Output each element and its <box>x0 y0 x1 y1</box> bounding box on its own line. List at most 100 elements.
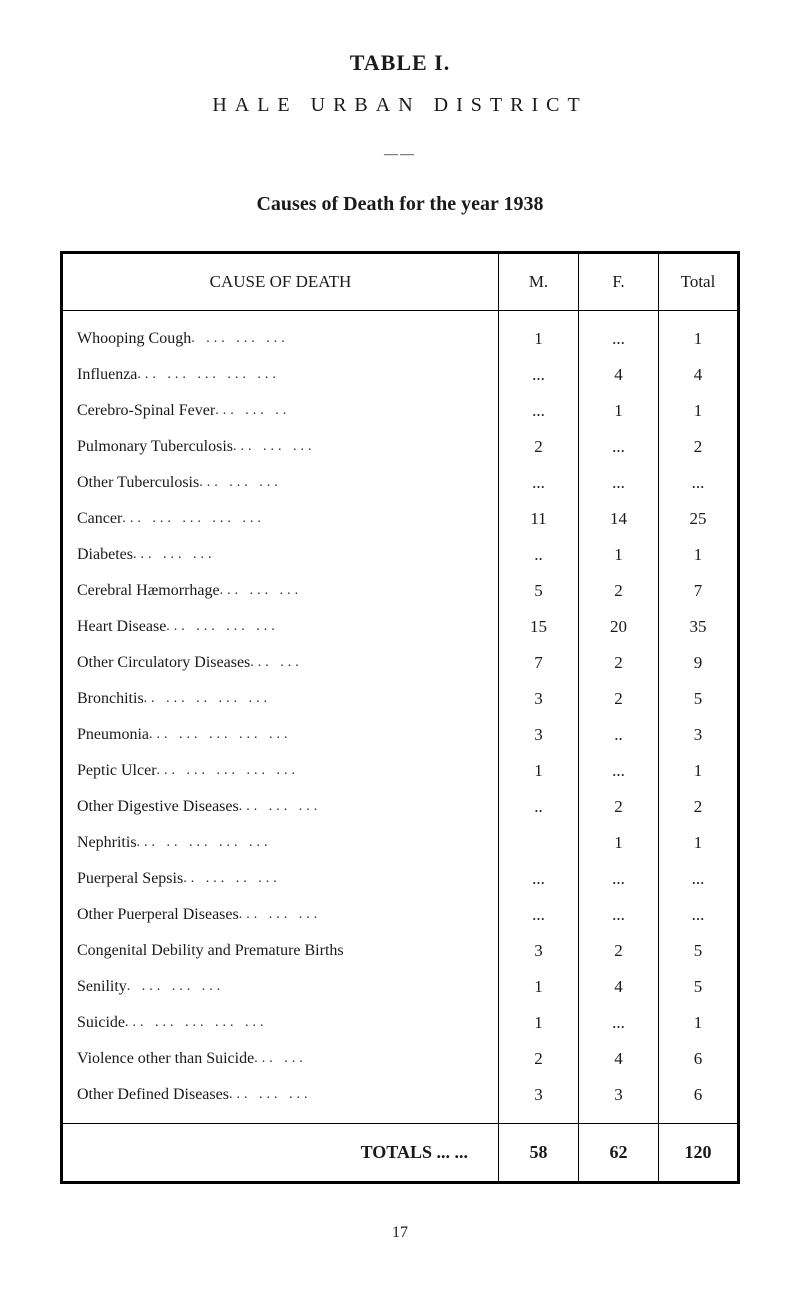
cause-label: Pneumonia <box>77 726 149 744</box>
num-cell-m: 2 <box>499 429 579 465</box>
cause-cell: Heart Disease ... ... ... ... <box>62 609 499 645</box>
dots-fill: ... ... <box>250 655 303 671</box>
num-cell-total: 25 <box>659 501 739 537</box>
table-row: Puerperal Sepsis .. ... .. ............ <box>62 861 739 897</box>
num-cell-m: 3 <box>499 933 579 969</box>
dots-fill: ... ... .. <box>215 403 290 419</box>
num-cell-total: 1 <box>659 753 739 789</box>
dots-fill: ... ... ... <box>199 475 282 491</box>
cause-cell: Cerebro-Spinal Fever ... ... .. <box>62 393 499 429</box>
cause-label: Suicide <box>77 1014 125 1032</box>
dots-fill: ... ... ... <box>220 583 303 599</box>
num-cell-total: 1 <box>659 537 739 573</box>
num-cell-total: 6 <box>659 1041 739 1077</box>
totals-m: 58 <box>499 1124 579 1183</box>
num-cell-f: .. <box>579 717 659 753</box>
num-cell-total: 35 <box>659 609 739 645</box>
num-cell-m: 1 <box>499 311 579 358</box>
table-row: Nephritis ... .. ... ... ... 11 <box>62 825 739 861</box>
dots-fill: . ... ... ... <box>191 331 289 347</box>
cause-label: Puerperal Sepsis <box>77 870 183 888</box>
cause-label: Cerebral Hæmorrhage <box>77 582 220 600</box>
cause-cell: Nephritis ... .. ... ... ... <box>62 825 499 861</box>
num-cell-f: 20 <box>579 609 659 645</box>
table-row: Diabetes ... ... .....11 <box>62 537 739 573</box>
dots-fill: ... ... ... <box>239 907 322 923</box>
num-cell-total: 6 <box>659 1077 739 1124</box>
num-cell-total: 7 <box>659 573 739 609</box>
table-row: Pneumonia ... ... ... ... ...3..3 <box>62 717 739 753</box>
cause-cell: Cancer ... ... ... ... ... <box>62 501 499 537</box>
num-cell-f: 14 <box>579 501 659 537</box>
num-cell-m: 1 <box>499 753 579 789</box>
page-number: 17 <box>60 1224 740 1242</box>
num-cell-m <box>499 825 579 861</box>
num-cell-total: 1 <box>659 393 739 429</box>
num-cell-total: 2 <box>659 429 739 465</box>
num-cell-f: ... <box>579 1005 659 1041</box>
col-header-cause: CAUSE OF DEATH <box>62 253 499 311</box>
num-cell-total: ... <box>659 897 739 933</box>
table-row: Heart Disease ... ... ... ...152035 <box>62 609 739 645</box>
num-cell-f: ... <box>579 861 659 897</box>
num-cell-total: 1 <box>659 825 739 861</box>
cause-cell: Other Digestive Diseases ... ... ... <box>62 789 499 825</box>
dots-fill: ... ... ... ... ... <box>149 727 292 743</box>
num-cell-m: 11 <box>499 501 579 537</box>
table-row: Other Defined Diseases ... ... ...336 <box>62 1077 739 1124</box>
num-cell-f: ... <box>579 897 659 933</box>
col-header-m: M. <box>499 253 579 311</box>
num-cell-total: ... <box>659 861 739 897</box>
table-row: Suicide ... ... ... ... ...1...1 <box>62 1005 739 1041</box>
table-row: Congenital Debility and Premature Births… <box>62 933 739 969</box>
num-cell-f: 2 <box>579 645 659 681</box>
cause-label: Other Circulatory Diseases <box>77 654 250 672</box>
cause-label: Cancer <box>77 510 122 528</box>
num-cell-total: 4 <box>659 357 739 393</box>
dots-fill: ... .. ... ... ... <box>137 835 272 851</box>
table-row: Peptic Ulcer ... ... ... ... ...1...1 <box>62 753 739 789</box>
cause-cell: Bronchitis .. ... .. ... ... <box>62 681 499 717</box>
num-cell-f: 4 <box>579 1041 659 1077</box>
totals-label: TOTALS ... ... <box>62 1124 499 1183</box>
death-causes-table: CAUSE OF DEATH M. F. Total Whooping Coug… <box>60 251 740 1184</box>
col-header-f: F. <box>579 253 659 311</box>
cause-cell: Other Puerperal Diseases ... ... ... <box>62 897 499 933</box>
num-cell-total: ... <box>659 465 739 501</box>
cause-cell: Suicide ... ... ... ... ... <box>62 1005 499 1041</box>
num-cell-m: 3 <box>499 681 579 717</box>
cause-label: Bronchitis <box>77 690 144 708</box>
district-title: HALE URBAN DISTRICT <box>60 94 740 117</box>
num-cell-f: ... <box>579 311 659 358</box>
num-cell-m: 1 <box>499 1005 579 1041</box>
cause-label: Whooping Cough <box>77 330 191 348</box>
table-row: Bronchitis .. ... .. ... ...325 <box>62 681 739 717</box>
cause-label: Violence other than Suicide <box>77 1050 254 1068</box>
cause-cell: Other Tuberculosis ... ... ... <box>62 465 499 501</box>
num-cell-m: ... <box>499 393 579 429</box>
num-cell-total: 9 <box>659 645 739 681</box>
dots-fill: ... ... ... <box>239 799 322 815</box>
table-row: Pulmonary Tuberculosis ... ... ...2...2 <box>62 429 739 465</box>
dots-fill: ... ... ... <box>133 547 216 563</box>
cause-cell: Puerperal Sepsis .. ... .. ... <box>62 861 499 897</box>
cause-cell: Whooping Cough . ... ... ... <box>62 311 499 358</box>
cause-label: Other Tuberculosis <box>77 474 199 492</box>
cause-label: Heart Disease <box>77 618 166 636</box>
num-cell-m: 15 <box>499 609 579 645</box>
num-cell-m: ... <box>499 861 579 897</box>
table-title: TABLE I. <box>60 50 740 76</box>
num-cell-f: 2 <box>579 573 659 609</box>
cause-cell: Other Circulatory Diseases ... ... <box>62 645 499 681</box>
cause-label: Pulmonary Tuberculosis <box>77 438 233 456</box>
num-cell-m: 3 <box>499 717 579 753</box>
table-row: Other Circulatory Diseases ... ...729 <box>62 645 739 681</box>
num-cell-f: 1 <box>579 825 659 861</box>
cause-label: Cerebro-Spinal Fever <box>77 402 215 420</box>
cause-cell: Congenital Debility and Premature Births <box>62 933 499 969</box>
cause-cell: Diabetes ... ... ... <box>62 537 499 573</box>
cause-cell: Senility . ... ... ... <box>62 969 499 1005</box>
table-row: Other Tuberculosis ... ... ............ <box>62 465 739 501</box>
cause-label: Other Puerperal Diseases <box>77 906 239 924</box>
cause-cell: Influenza ... ... ... ... ... <box>62 357 499 393</box>
